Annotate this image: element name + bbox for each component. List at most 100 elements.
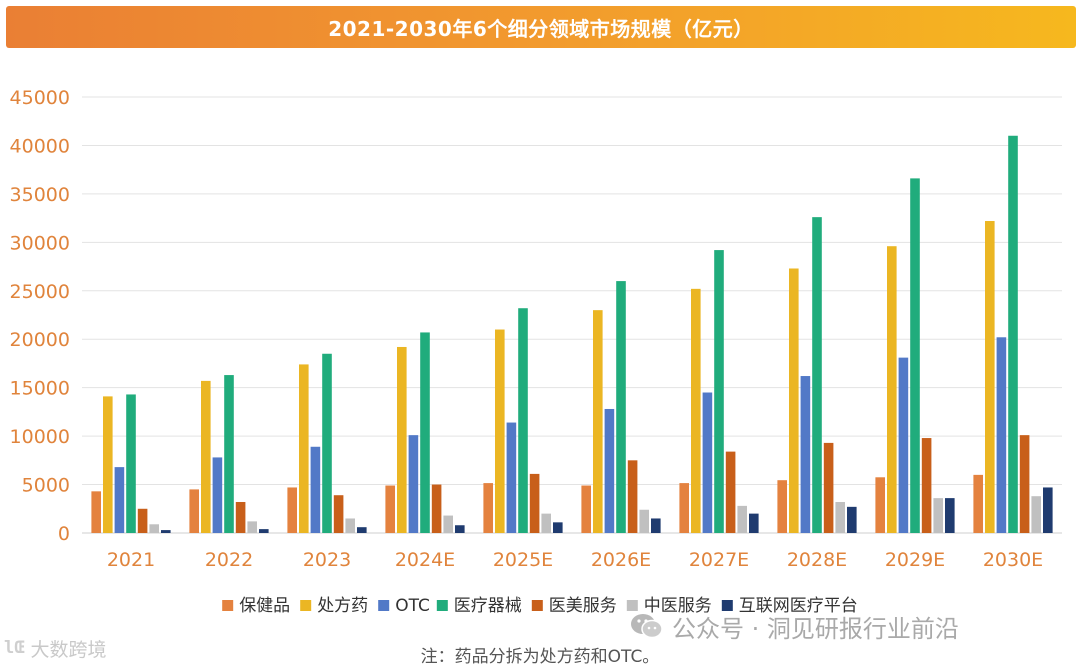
title-banner: 2021-2030年6个细分领域市场规模（亿元） [6, 6, 1076, 48]
bar [639, 509, 649, 533]
bar [898, 357, 909, 533]
legend-swatch [531, 600, 543, 611]
bar [749, 513, 759, 533]
watermark-right-text: 公众号 · 洞见研报行业前沿 [672, 614, 959, 643]
x-tick-label: 2028E [787, 549, 847, 571]
x-tick-label: 2024E [395, 549, 455, 571]
legend-swatch [378, 600, 390, 611]
watermark-right: 公众号 · 洞见研报行业前沿 [630, 608, 959, 644]
x-tick-label: 2027E [689, 549, 749, 571]
bar [581, 485, 591, 533]
legend-swatch [721, 600, 733, 611]
watermark-left: lŒ 大数跨境 [4, 634, 107, 662]
bar [835, 501, 845, 533]
y-tick-label: 10000 [10, 426, 70, 448]
bar [1043, 487, 1053, 533]
bar [287, 487, 297, 533]
wechat-icon [631, 614, 663, 639]
bar [103, 396, 113, 533]
bar [161, 530, 171, 533]
bar [691, 288, 701, 533]
bar [483, 483, 493, 533]
bar [789, 268, 799, 533]
bar [887, 246, 897, 533]
bar [823, 442, 834, 533]
y-tick-label: 40000 [10, 135, 70, 157]
legend-label: 医美服务 [549, 596, 617, 616]
bar [189, 489, 199, 533]
bar [553, 522, 563, 533]
x-tick-label: 2030E [983, 549, 1043, 571]
bar [385, 485, 395, 533]
bar [725, 451, 736, 533]
bar [397, 346, 407, 533]
x-tick-label: 2025E [493, 549, 553, 571]
x-tick-label: 2021 [107, 549, 155, 571]
x-tick-label: 2023 [303, 549, 351, 571]
bar [604, 408, 615, 533]
bar [455, 525, 465, 533]
y-tick-label: 25000 [10, 281, 70, 303]
bar [973, 474, 983, 533]
bar [777, 480, 787, 533]
bar [985, 221, 995, 534]
bar [679, 483, 689, 533]
bar [408, 435, 419, 533]
bar [149, 524, 159, 533]
bar [114, 467, 125, 533]
bar [506, 422, 517, 533]
bar [714, 250, 724, 533]
legend-label: 医疗器械 [454, 596, 522, 616]
y-tick-label: 35000 [10, 184, 70, 206]
chart-title: 2021-2030年6个细分领域市场规模（亿元） [328, 16, 754, 41]
bar [235, 501, 246, 533]
bar [495, 329, 505, 533]
bar [247, 521, 257, 533]
bar [91, 491, 101, 533]
y-tick-label: 15000 [10, 378, 70, 400]
y-tick-label: 20000 [10, 329, 70, 351]
bar [310, 446, 321, 533]
watermark-left-text: 大数跨境 [30, 638, 107, 661]
bar [1008, 135, 1018, 533]
bar [443, 515, 453, 533]
legend-label: 处方药 [317, 596, 368, 616]
bar [224, 375, 234, 533]
legend-label: OTC [395, 596, 430, 616]
bar [800, 376, 811, 533]
bar [616, 281, 626, 533]
bar [1019, 435, 1030, 533]
legend-swatch [436, 600, 448, 611]
legend-label: 互联网医疗平台 [739, 596, 858, 616]
x-tick-label: 2029E [885, 549, 945, 571]
bar [333, 495, 344, 533]
legend-swatch [626, 600, 638, 611]
bar [126, 394, 136, 533]
bar [541, 513, 551, 533]
legend-swatch [222, 600, 234, 611]
bar [529, 473, 540, 533]
bar [933, 498, 943, 533]
bar [875, 477, 885, 533]
watermark-logo-icon: lŒ [4, 638, 25, 658]
y-tick-label: 5000 [22, 475, 70, 497]
bar [201, 380, 211, 533]
bar [420, 332, 430, 533]
bar [945, 498, 955, 533]
x-tick-label: 2022 [205, 549, 253, 571]
footnote: 注：药品分拆为处方药和OTC。 [420, 647, 660, 667]
x-tick-label: 2026E [591, 549, 651, 571]
bar [921, 438, 932, 533]
bar [299, 364, 309, 533]
bar [212, 457, 223, 533]
bar [627, 460, 638, 533]
bar [847, 506, 857, 533]
bar [996, 337, 1007, 533]
bar [651, 518, 661, 533]
bar [431, 484, 442, 533]
bar [357, 527, 367, 533]
bar [1031, 496, 1041, 533]
bar [345, 518, 355, 533]
bar [812, 217, 822, 534]
